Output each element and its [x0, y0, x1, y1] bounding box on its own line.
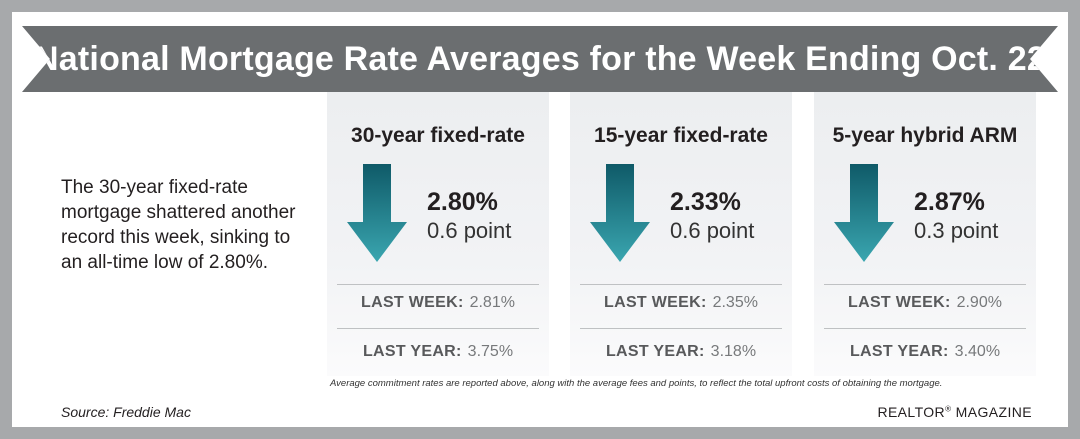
last-year-value: 3.18% [710, 343, 757, 360]
intro-text: The 30-year fixed-rate mortgage shattere… [61, 177, 296, 273]
divider [337, 328, 539, 329]
column-title: 30-year fixed-rate [351, 124, 525, 147]
column-title: 15-year fixed-rate [594, 124, 768, 147]
divider [824, 328, 1026, 329]
last-week-label: LAST WEEK: [604, 294, 707, 311]
down-arrow-icon [590, 164, 650, 262]
source-credit: Source: Freddie Mac [61, 404, 191, 420]
down-arrow-icon [347, 164, 407, 262]
brand-suffix: MAGAZINE [955, 404, 1032, 420]
divider [824, 284, 1026, 285]
rate-value: 2.80% [427, 188, 498, 216]
last-week-value: 2.81% [469, 294, 515, 311]
last-week-stat: LAST WEEK: 2.90% [814, 294, 1036, 312]
points-value: 0.3 point [914, 218, 999, 243]
header-banner: National Mortgage Rate Averages for the … [22, 26, 1058, 92]
last-week-value: 2.35% [712, 294, 758, 311]
last-year-stat: LAST YEAR: 3.75% [327, 343, 549, 361]
rate-value: 2.87% [914, 188, 985, 216]
last-year-stat: LAST YEAR: 3.18% [570, 343, 792, 361]
down-arrow-icon [834, 164, 894, 262]
page-title: National Mortgage Rate Averages for the … [34, 39, 1046, 78]
brand-name: REALTOR [877, 404, 946, 420]
last-year-label: LAST YEAR: [605, 343, 705, 360]
last-week-stat: LAST WEEK: 2.35% [570, 294, 792, 312]
column-title: 5-year hybrid ARM [832, 124, 1018, 147]
last-year-label: LAST YEAR: [849, 343, 949, 360]
points-value: 0.6 point [670, 218, 755, 243]
rate-value: 2.33% [670, 188, 741, 216]
registered-mark: ® [945, 404, 952, 414]
last-week-label: LAST WEEK: [361, 294, 464, 311]
last-week-label: LAST WEEK: [848, 294, 951, 311]
rate-column-30-year: 30-year fixed-rate 2.80% 0.6 point LAST … [327, 92, 549, 376]
rate-column-15-year: 15-year fixed-rate 2.33% 0.6 point LAST … [570, 92, 792, 376]
points-value: 0.6 point [427, 218, 512, 243]
last-year-value: 3.40% [954, 343, 1001, 360]
divider [580, 284, 782, 285]
last-week-stat: LAST WEEK: 2.81% [327, 294, 549, 312]
brand-logo: REALTOR® MAGAZINE [877, 404, 1032, 420]
divider [337, 284, 539, 285]
last-year-stat: LAST YEAR: 3.40% [814, 343, 1036, 361]
rate-column-5-year-arm: 5-year hybrid ARM 2.87% 0.3 point LAST W… [814, 92, 1036, 376]
last-week-value: 2.90% [956, 294, 1002, 311]
last-year-value: 3.75% [467, 343, 514, 360]
divider [580, 328, 782, 329]
last-year-label: LAST YEAR: [362, 343, 462, 360]
footnote: Average commitment rates are reported ab… [330, 378, 943, 389]
